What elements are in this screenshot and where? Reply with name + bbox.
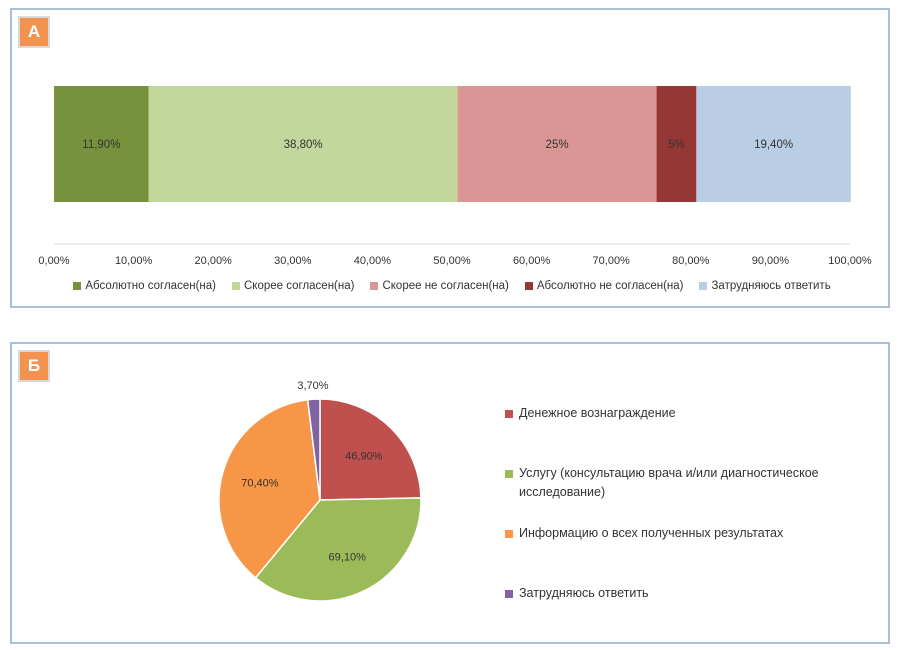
legend-label: Скорее согласен(на) <box>243 280 355 292</box>
x-tick-label-9: 90,00% <box>752 255 790 267</box>
pie-legend-item-2: Информацию о всех полученных результатах <box>505 524 865 543</box>
legend-swatch <box>505 530 513 538</box>
bar-legend-item-0: Абсолютно согласен(на) <box>73 280 216 292</box>
legend-label: Абсолютно согласен(на) <box>85 280 216 292</box>
bar-legend-item-2: Скорее не согласен(на) <box>370 280 509 292</box>
legend-swatch <box>370 282 379 290</box>
bar-data-label-1: 38,80% <box>284 139 323 151</box>
legend-swatch <box>699 282 708 290</box>
legend-label: Денежное вознаграждение <box>519 406 676 420</box>
bar-segment-4 <box>696 86 851 202</box>
bar-segment-1 <box>148 86 458 202</box>
x-tick-label-0: 0,00% <box>38 255 69 267</box>
bar-segment-0 <box>54 86 149 202</box>
bar-data-label-3: 5% <box>668 139 685 151</box>
panel-b-badge: Б <box>18 350 50 382</box>
pie-slice-2 <box>218 398 321 579</box>
pie-data-label-2: 70,40% <box>241 477 279 489</box>
legend-label: Абсолютно не согласен(на) <box>536 280 684 292</box>
x-tick-label-4: 40,00% <box>354 255 392 267</box>
chart-panel-a: А 11,90% 38,80% 25% 5% 19,40% 0,00% 10,00% 20,0… <box>10 8 890 308</box>
legend-swatch <box>505 470 513 478</box>
x-tick-label-10: 100,00% <box>828 255 872 267</box>
pie-slice-0 <box>319 398 422 501</box>
pie-slice-3 <box>306 398 321 501</box>
bar-legend-item-3: Абсолютно не согласен(на) <box>524 280 684 292</box>
pie-legend-item-3: Затрудняюсь ответить <box>505 584 865 603</box>
pie-data-label-0: 46,90% <box>345 450 383 462</box>
legend-label: Услугу (консультацию врача и/или диагнос… <box>519 466 819 499</box>
legend-label: Затрудняюсь ответить <box>519 586 649 600</box>
bar-legend-item-4: Затрудняюсь ответить <box>699 280 831 292</box>
legend-swatch <box>505 590 513 598</box>
legend-label: Скорее не согласен(на) <box>382 280 509 292</box>
bar-data-label-0: 11,90% <box>82 139 120 151</box>
bar-segment-2 <box>457 86 657 202</box>
x-tick-label-6: 60,00% <box>513 255 551 267</box>
bar-legend-item-1: Скорее согласен(на) <box>231 280 355 292</box>
bar-data-label-2: 25% <box>546 139 569 151</box>
pie-data-label-3: 3,70% <box>297 380 328 392</box>
pie-legend-item-0: Денежное вознаграждение <box>505 404 865 423</box>
legend-swatch <box>231 282 240 290</box>
pie-data-label-1: 69,10% <box>329 551 367 563</box>
bar-segment-3 <box>656 86 697 202</box>
legend-swatch <box>524 282 533 290</box>
x-tick-label-7: 70,00% <box>593 255 631 267</box>
pie-legend-item-1: Услугу (консультацию врача и/или диагнос… <box>505 464 865 502</box>
x-tick-label-8: 80,00% <box>672 255 710 267</box>
chart-panel-b: Б 46,90% 69,10% 70,40% 3,70% Денежное возна… <box>10 342 890 644</box>
stacked-bar-chart: 11,90% 38,80% 25% 5% 19,40% 0,00% 10,00% 20,00%… <box>38 86 872 267</box>
legend-label: Информацию о всех полученных результатах <box>519 526 784 540</box>
bar-data-label-4: 19,40% <box>754 139 793 151</box>
x-tick-label-3: 30,00% <box>274 255 312 267</box>
pie-chart: 46,90% 69,10% 70,40% 3,70% <box>218 380 422 602</box>
panel-a-badge: А <box>18 16 50 48</box>
legend-label: Затрудняюсь ответить <box>711 280 831 292</box>
legend-swatch <box>505 410 513 418</box>
bar-chart-legend: Абсолютно согласен(на) Скорее согласен(на… <box>12 280 892 292</box>
x-tick-label-2: 20,00% <box>195 255 233 267</box>
legend-swatch <box>73 282 82 290</box>
x-tick-label-5: 50,00% <box>433 255 471 267</box>
x-tick-label-1: 10,00% <box>115 255 153 267</box>
pie-slice-1 <box>254 497 422 602</box>
